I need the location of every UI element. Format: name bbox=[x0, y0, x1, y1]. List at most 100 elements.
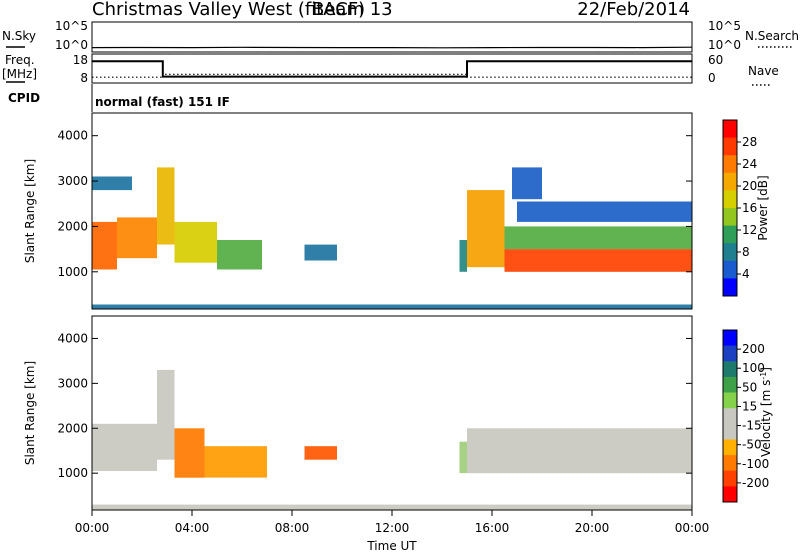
time-axis-label: Time UT bbox=[366, 539, 417, 553]
power-ylabel: Slant Range [km] bbox=[23, 159, 37, 263]
data-region-6 bbox=[467, 428, 692, 474]
y-tick-label-2: 3000 bbox=[57, 376, 88, 390]
velocity-colorbar-tick-label-6: -100 bbox=[742, 457, 769, 471]
y-tick-label-0: 1000 bbox=[57, 265, 88, 279]
velocity-colorbar-tick-label-2: 50 bbox=[742, 380, 757, 394]
data-region-3 bbox=[204, 446, 267, 478]
freq-tick-bottom: 8 bbox=[80, 71, 88, 85]
velocity-colorbar-swatch-4 bbox=[723, 392, 737, 409]
nave-tick-top: 60 bbox=[708, 53, 723, 67]
data-region-4 bbox=[217, 240, 262, 270]
velocity-y-ticks: 1000 2000 3000 4000 bbox=[57, 331, 692, 480]
velocity-colorbar-swatch-6 bbox=[723, 423, 737, 440]
y-tick-label-2: 3000 bbox=[57, 174, 88, 188]
velocity-colorbar-ticks: 200 100 50 15 -15 -50 -100 -200 bbox=[737, 342, 769, 490]
y-tick-label-3: 4000 bbox=[57, 129, 88, 143]
power-colorbar-tick-label-4: 12 bbox=[742, 223, 757, 237]
cpid-text: normal (fast) 151 IF bbox=[95, 95, 230, 109]
velocity-panel: 1000 2000 3000 4000 Slant Range [km] bbox=[23, 315, 693, 511]
velocity-colorbar-swatch-3 bbox=[723, 376, 737, 393]
x-tick-label-2: 08:00 bbox=[275, 521, 310, 535]
y-tick-label-1: 2000 bbox=[57, 421, 88, 435]
velocity-colorbar-swatch-2 bbox=[723, 361, 737, 378]
data-region-12 bbox=[512, 167, 542, 200]
velocity-colorbar-swatch-0 bbox=[723, 330, 737, 347]
data-region-8 bbox=[467, 190, 505, 268]
data-region-10 bbox=[504, 226, 692, 250]
velocity-colorbar-tick-label-1: 100 bbox=[742, 361, 765, 375]
frequency-strip-frame bbox=[91, 53, 693, 84]
power-panel: 1000 2000 3000 4000 Slant Range [km] bbox=[23, 112, 693, 310]
velocity-ylabel: Slant Range [km] bbox=[23, 361, 37, 465]
power-colorbar-swatch-3 bbox=[723, 172, 737, 191]
date-label: 22/Feb/2014 bbox=[577, 0, 690, 20]
power-colorbar-swatch-7 bbox=[723, 243, 737, 262]
data-region-7 bbox=[92, 504, 692, 510]
nsky-tick-bottom: 10^0 bbox=[55, 38, 88, 52]
nsky-label: N.Sky bbox=[2, 29, 36, 43]
power-colorbar-tick-label-2: 20 bbox=[742, 179, 757, 193]
data-region-13 bbox=[92, 304, 692, 309]
nsearch-label: N.Search bbox=[745, 29, 799, 43]
velocity-colorbar-swatches bbox=[723, 330, 737, 503]
x-tick-label-0: 00:00 bbox=[75, 521, 110, 535]
nave-label: Nave bbox=[748, 64, 779, 78]
power-y-ticks: 1000 2000 3000 4000 bbox=[57, 129, 692, 279]
power-panel-frame bbox=[91, 112, 693, 310]
x-tick-label-6: 00:00 bbox=[675, 521, 710, 535]
nave-tick-bottom: 0 bbox=[708, 71, 716, 85]
power-colorbar-tick-label-0: 28 bbox=[742, 135, 757, 149]
nsky-tick-top: 10^5 bbox=[55, 19, 88, 33]
nsearch-tick-bottom: 10^0 bbox=[708, 38, 741, 52]
y-tick-label-3: 4000 bbox=[57, 331, 88, 345]
power-colorbar: 28 24 20 16 12 8 4 Power [dB] bbox=[722, 119, 770, 297]
power-colorbar-tick-label-3: 16 bbox=[742, 201, 757, 215]
data-region-5 bbox=[92, 176, 132, 191]
velocity-colorbar-swatch-9 bbox=[723, 470, 737, 487]
freq-series-line bbox=[92, 60, 692, 78]
velocity-colorbar-frame bbox=[722, 329, 738, 503]
power-colorbar-label: Power [dB] bbox=[756, 175, 770, 240]
x-tick-label-5: 20:00 bbox=[575, 521, 610, 535]
power-colorbar-swatch-2 bbox=[723, 155, 737, 174]
data-region-1 bbox=[157, 369, 175, 460]
power-colorbar-swatch-4 bbox=[723, 190, 737, 209]
cpid-label: CPID bbox=[8, 91, 40, 105]
velocity-colorbar-tick-label-0: 200 bbox=[742, 342, 765, 356]
data-region-2 bbox=[157, 167, 175, 245]
power-colorbar-swatch-0 bbox=[723, 120, 737, 139]
x-tick-label-1: 04:00 bbox=[175, 521, 210, 535]
y-tick-label-0: 1000 bbox=[57, 466, 88, 480]
velocity-data-cells bbox=[92, 369, 692, 510]
data-region-0 bbox=[92, 423, 157, 471]
data-region-9 bbox=[504, 249, 692, 272]
data-region-3 bbox=[174, 221, 217, 263]
beam-label: Beam 13 bbox=[312, 0, 393, 20]
velocity-colorbar-swatch-8 bbox=[723, 455, 737, 472]
velocity-colorbar: 200 100 50 15 -15 -50 -100 -200 Velocity [m s-1… bbox=[722, 329, 774, 503]
power-colorbar-tick-label-5: 8 bbox=[742, 245, 750, 259]
noise-strip-frame bbox=[91, 21, 693, 53]
freq-unit-label: [MHz] bbox=[2, 67, 37, 81]
power-colorbar-swatch-1 bbox=[723, 137, 737, 156]
data-region-6 bbox=[304, 244, 337, 261]
data-region-11 bbox=[517, 201, 692, 222]
velocity-colorbar-swatch-5 bbox=[723, 408, 737, 425]
power-colorbar-swatch-5 bbox=[723, 208, 737, 227]
velocity-colorbar-swatch-7 bbox=[723, 439, 737, 456]
velocity-colorbar-tick-label-4: -15 bbox=[742, 419, 762, 433]
power-colorbar-tick-label-1: 24 bbox=[742, 157, 757, 171]
power-data-cells bbox=[92, 167, 692, 309]
freq-tick-top: 18 bbox=[73, 53, 88, 67]
figure-title: Christmas Valley West (fitACF) bbox=[92, 0, 365, 20]
velocity-colorbar-label-close: ] bbox=[759, 367, 773, 372]
nsky-series-line bbox=[91, 46, 693, 49]
power-colorbar-swatch-8 bbox=[723, 260, 737, 279]
velocity-colorbar-label: Velocity [m s-1] bbox=[759, 367, 774, 457]
velocity-colorbar-tick-label-3: 15 bbox=[742, 399, 757, 413]
data-region-2 bbox=[174, 428, 205, 478]
freq-label: Freq. bbox=[5, 53, 35, 67]
velocity-colorbar-tick-label-5: -50 bbox=[742, 438, 762, 452]
data-region-5 bbox=[459, 441, 467, 474]
